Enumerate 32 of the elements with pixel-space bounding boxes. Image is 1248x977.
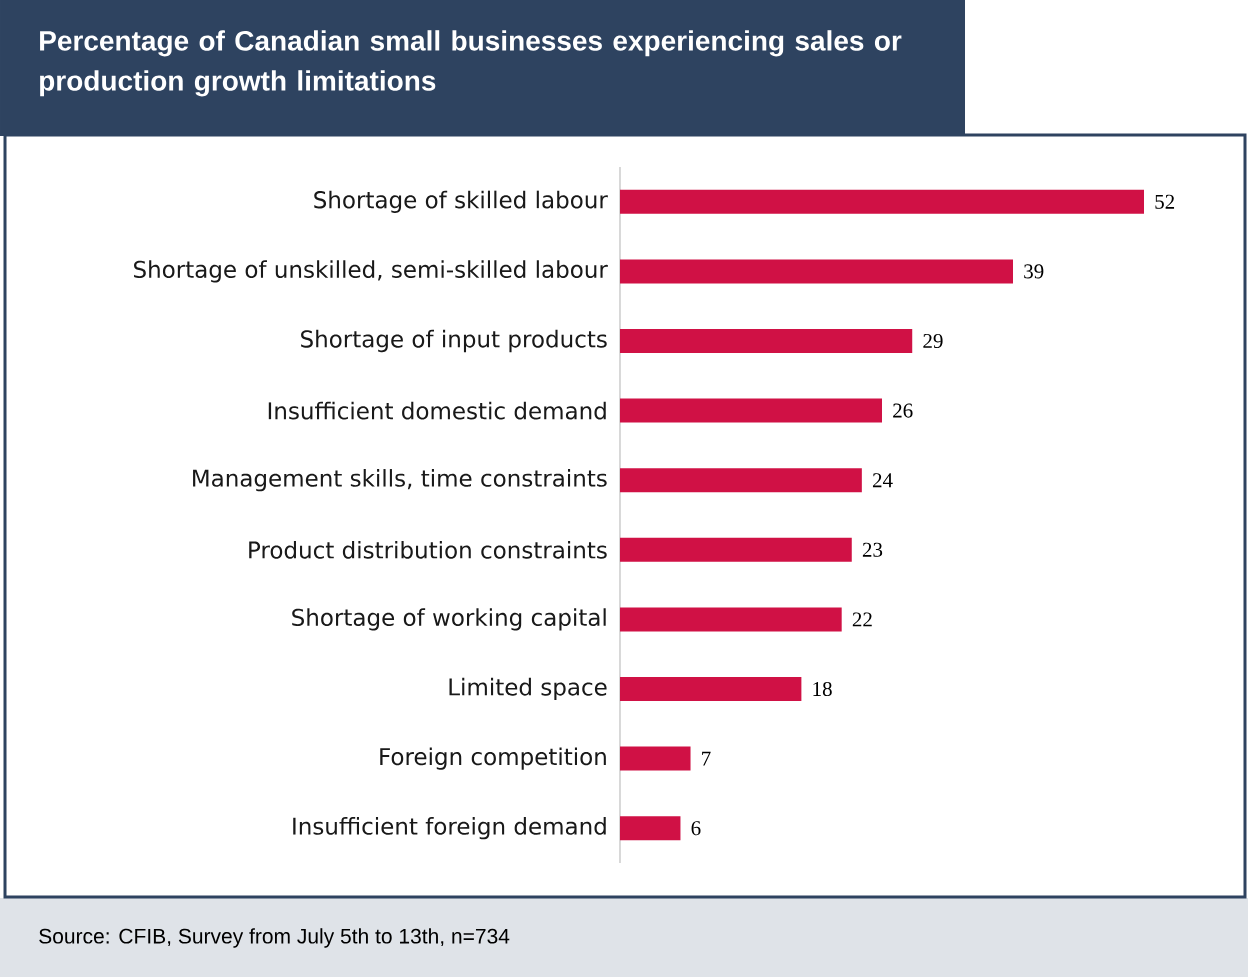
bar: [620, 676, 802, 701]
y-tick-label: Product distribution constraints: [249, 540, 607, 559]
data-label: 22: [852, 612, 872, 627]
data-label: 24: [872, 473, 893, 488]
data-label: 39: [1024, 264, 1044, 279]
bar: [620, 259, 1013, 284]
chart-title: Percentage of Canadian small businesses experiencing sales or production growth limitations: [40, 30, 902, 97]
bar: [620, 398, 882, 423]
bar: [620, 537, 852, 562]
data-label: 52: [1155, 194, 1175, 209]
bar: [620, 329, 913, 353]
bar: [620, 468, 862, 493]
y-tick-label: Insufficient domestic demand: [268, 401, 606, 420]
bar: [620, 189, 1144, 214]
data-label: 7: [702, 751, 711, 766]
y-tick-label: Limited space: [449, 677, 607, 701]
y-tick-label: Shortage of input products: [301, 329, 607, 353]
data-label: 23: [862, 542, 883, 557]
data-label: 6: [691, 821, 701, 836]
y-tick-label: Shortage of unskilled, semi-skilled labour: [134, 260, 608, 283]
bar: [620, 746, 691, 771]
y-tick-label: Shortage of working capital: [292, 608, 606, 631]
data-label: 26: [893, 403, 913, 418]
y-tick-label: Shortage of skilled labour: [314, 190, 608, 213]
data-label: 29: [923, 333, 943, 349]
data-label: 18: [813, 681, 832, 697]
source-note: Source: CFIB, Survey from July 5th to 13th, n=734: [39, 928, 510, 948]
bar: [620, 816, 681, 841]
y-tick-label: Management skills, time constraints: [193, 469, 607, 492]
y-tick-label: Insufficient foreign demand: [293, 817, 606, 840]
bar: [620, 607, 842, 632]
y-tick-label: Foreign competition: [380, 747, 606, 770]
